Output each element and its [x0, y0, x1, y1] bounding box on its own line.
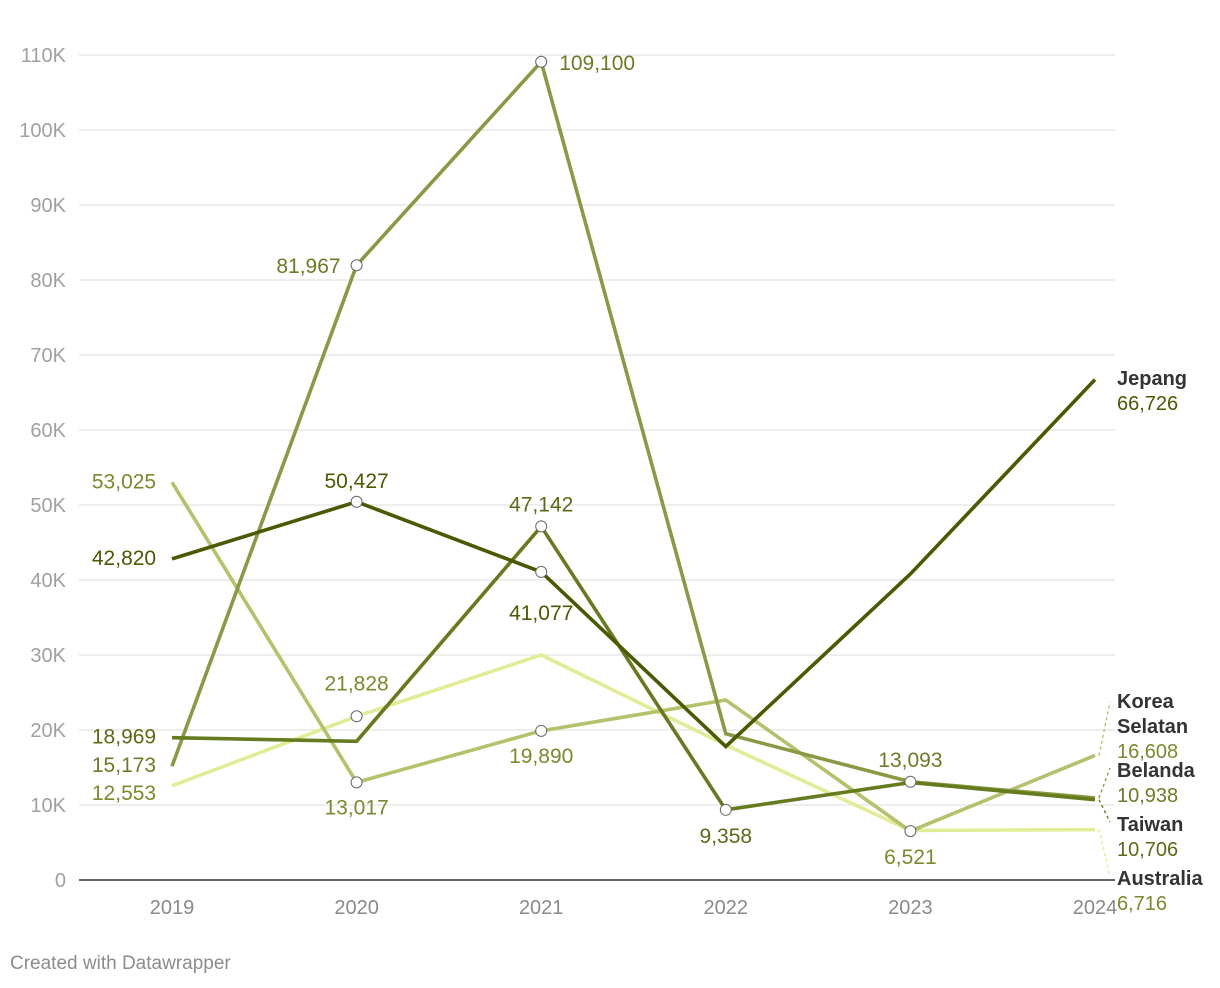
point-marker [535, 565, 548, 578]
data-label: 42,820 [92, 547, 156, 570]
x-tick-label: 2019 [150, 897, 195, 919]
series-end-value: 16,608 [1117, 741, 1178, 763]
data-label: 41,077 [509, 602, 573, 625]
gridlines [79, 54, 1115, 806]
y-tick-label: 50K [30, 495, 66, 517]
series-lines [170, 58, 1097, 834]
x-tick-label: 2023 [888, 897, 933, 919]
series-name-label: Selatan [1117, 716, 1188, 738]
data-label: 6,521 [884, 846, 937, 869]
y-tick-label: 0 [55, 870, 66, 892]
data-label: 109,100 [559, 52, 635, 75]
y-axis: 0 10K 20K 30K 40K 50K 60K 70K 80K 90K 100K 110K [19, 45, 66, 892]
data-label: 13,093 [878, 749, 942, 772]
series-name-label: Korea [1117, 691, 1175, 713]
point-marker [904, 775, 917, 788]
data-label: 47,142 [509, 493, 573, 516]
y-tick-label: 90K [30, 195, 66, 217]
series-line [171, 523, 1096, 812]
series-end-value: 10,938 [1117, 785, 1178, 807]
series-line [170, 481, 1096, 834]
point-marker [535, 55, 548, 68]
y-tick-label: 60K [30, 420, 66, 442]
end-label-connector [1098, 701, 1111, 756]
data-label: 53,025 [92, 470, 156, 493]
point-marker [350, 776, 363, 789]
credit-footer: Created with Datawrapper [10, 953, 231, 974]
point-marker [904, 825, 917, 838]
x-tick-label: 2020 [334, 897, 379, 919]
point-marker [350, 710, 363, 723]
series-line [171, 378, 1097, 749]
point-marker [350, 495, 363, 508]
y-tick-label: 40K [30, 570, 66, 592]
y-tick-label: 20K [30, 720, 66, 742]
data-label: 18,969 [92, 726, 156, 749]
series-end-value: 66,726 [1117, 393, 1178, 415]
data-label: 15,173 [92, 754, 156, 777]
point-marker [719, 803, 732, 816]
series-name-label: Belanda [1117, 760, 1196, 782]
end-label-connector [1098, 767, 1111, 799]
data-label: 12,553 [92, 782, 156, 805]
point-markers [350, 55, 917, 838]
y-tick-label: 10K [30, 795, 66, 817]
data-labels: 42,820 50,427 41,077 53,025 13,017 19,890 6,52… [92, 52, 943, 869]
y-tick-label: 80K [30, 270, 66, 292]
series-name-label: Jepang [1117, 368, 1187, 390]
point-marker [535, 520, 548, 533]
end-label-connector [1098, 829, 1111, 877]
point-marker [350, 259, 363, 272]
series-end-value: 6,716 [1117, 893, 1167, 915]
series-end-value: 10,706 [1117, 839, 1178, 861]
data-label: 19,890 [509, 745, 573, 768]
data-label: 9,358 [700, 825, 753, 848]
x-tick-label: 2024 [1073, 897, 1118, 919]
series-name-label: Taiwan [1117, 814, 1183, 836]
x-tick-label: 2021 [519, 897, 564, 919]
data-label: 13,017 [324, 796, 388, 819]
data-label: 21,828 [324, 672, 388, 695]
y-tick-label: 110K [21, 45, 67, 67]
data-label: 81,967 [276, 255, 340, 278]
y-tick-label: 100K [19, 120, 66, 142]
y-tick-label: 70K [30, 345, 66, 367]
point-marker [535, 724, 548, 737]
series-line [171, 653, 1096, 833]
x-tick-label: 2022 [704, 897, 749, 919]
series-name-label: Australia [1117, 868, 1203, 890]
y-tick-label: 30K [30, 645, 66, 667]
end-label-connector [1098, 799, 1111, 823]
data-label: 50,427 [324, 470, 388, 493]
x-axis: 2019 2020 2021 2022 2023 2024 [79, 879, 1118, 919]
line-chart: 0 10K 20K 30K 40K 50K 60K 70K 80K 90K 100K 110K 201… [19, 45, 1203, 919]
